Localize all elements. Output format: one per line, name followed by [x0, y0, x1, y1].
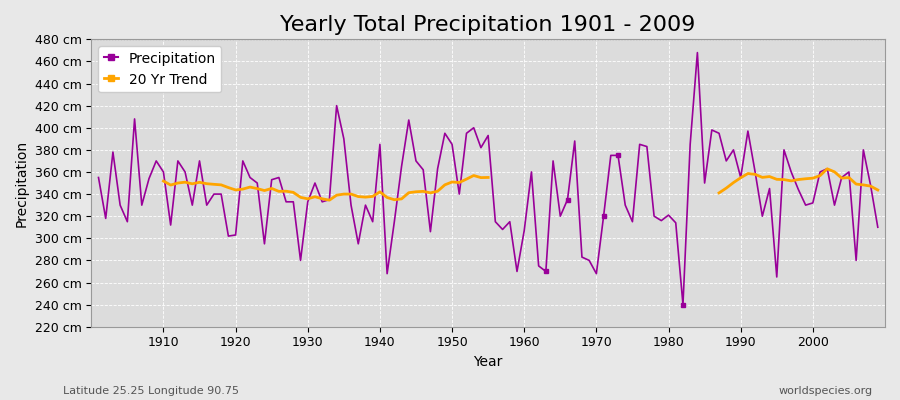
Precipitation [310, 181, 320, 186]
20 Yr Trend [338, 192, 349, 196]
20 Yr Trend [475, 175, 486, 180]
20 Yr Trend [252, 186, 263, 191]
Title: Yearly Total Precipitation 1901 - 2009: Yearly Total Precipitation 1901 - 2009 [281, 15, 696, 35]
Legend: Precipitation, 20 Yr Trend: Precipitation, 20 Yr Trend [98, 46, 221, 92]
20 Yr Trend [259, 188, 270, 193]
20 Yr Trend [360, 195, 371, 200]
20 Yr Trend [367, 194, 378, 199]
Y-axis label: Precipitation: Precipitation [15, 140, 29, 226]
20 Yr Trend [295, 195, 306, 200]
20 Yr Trend [461, 177, 472, 182]
20 Yr Trend [374, 190, 385, 194]
20 Yr Trend [317, 196, 328, 201]
Precipitation [518, 228, 529, 233]
20 Yr Trend [482, 175, 493, 180]
Precipitation [678, 302, 688, 307]
20 Yr Trend [324, 198, 335, 202]
20 Yr Trend [173, 181, 184, 186]
20 Yr Trend [266, 186, 277, 191]
20 Yr Trend [331, 193, 342, 198]
20 Yr Trend [216, 182, 227, 187]
20 Yr Trend [302, 196, 313, 201]
20 Yr Trend [403, 190, 414, 195]
Precipitation [93, 175, 104, 180]
20 Yr Trend [180, 180, 191, 184]
20 Yr Trend [410, 189, 421, 194]
Precipitation [692, 50, 703, 55]
20 Yr Trend [274, 189, 284, 194]
20 Yr Trend [396, 196, 407, 201]
20 Yr Trend [454, 180, 464, 185]
20 Yr Trend [418, 189, 428, 194]
20 Yr Trend [346, 192, 356, 196]
20 Yr Trend [238, 187, 248, 192]
20 Yr Trend [209, 182, 220, 187]
Line: Precipitation: Precipitation [98, 52, 878, 305]
20 Yr Trend [389, 197, 400, 202]
20 Yr Trend [353, 194, 364, 199]
20 Yr Trend [439, 182, 450, 187]
Precipitation [151, 158, 162, 163]
20 Yr Trend [223, 185, 234, 190]
Precipitation [353, 242, 364, 246]
Text: Latitude 25.25 Longitude 90.75: Latitude 25.25 Longitude 90.75 [63, 386, 239, 396]
20 Yr Trend [202, 181, 212, 186]
20 Yr Trend [288, 190, 299, 195]
20 Yr Trend [245, 185, 256, 190]
Text: worldspecies.org: worldspecies.org [778, 386, 873, 396]
20 Yr Trend [468, 173, 479, 178]
Precipitation [606, 153, 616, 158]
20 Yr Trend [446, 180, 457, 184]
X-axis label: Year: Year [473, 355, 503, 369]
20 Yr Trend [432, 189, 443, 194]
20 Yr Trend [187, 182, 198, 186]
20 Yr Trend [158, 179, 169, 184]
20 Yr Trend [230, 188, 241, 192]
20 Yr Trend [281, 189, 292, 194]
20 Yr Trend [194, 180, 205, 185]
20 Yr Trend [425, 190, 436, 195]
Line: 20 Yr Trend: 20 Yr Trend [164, 176, 488, 200]
20 Yr Trend [166, 183, 176, 188]
20 Yr Trend [382, 195, 392, 200]
Precipitation [511, 269, 522, 274]
20 Yr Trend [310, 194, 320, 199]
Precipitation [872, 225, 883, 230]
